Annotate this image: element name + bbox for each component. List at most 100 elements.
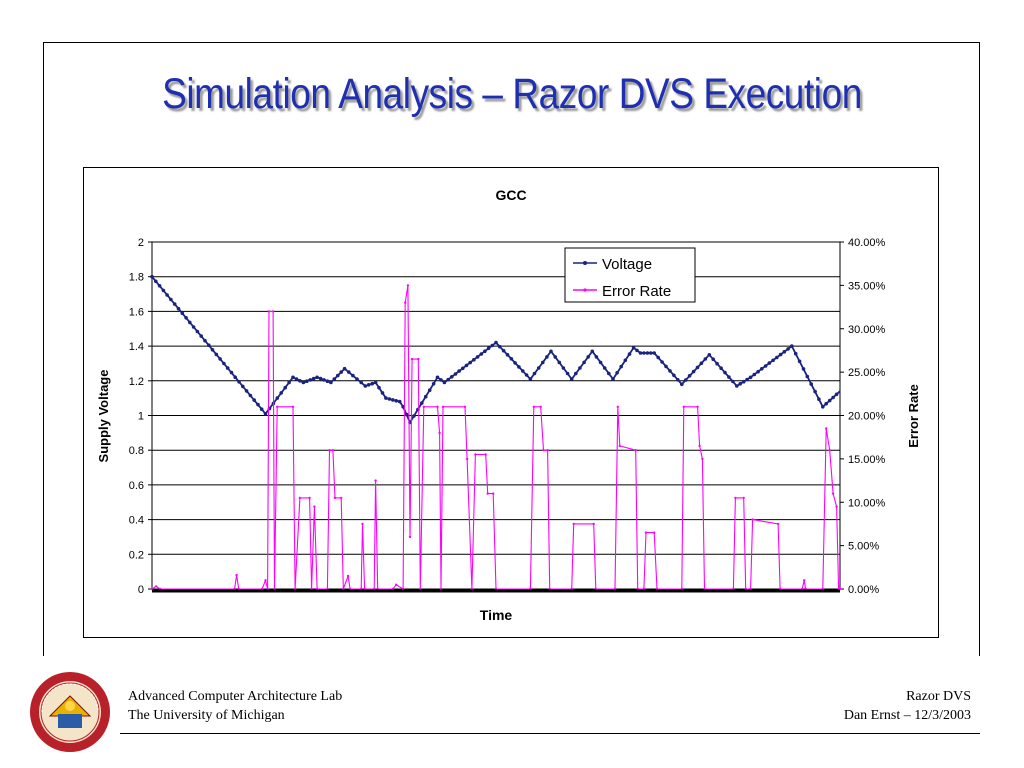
error-rate-marker [441, 405, 445, 408]
voltage-marker [627, 352, 632, 356]
voltage-marker [524, 373, 529, 377]
error-rate-marker [422, 405, 425, 408]
error-rate-marker [682, 405, 685, 408]
error-rate-marker [653, 531, 656, 534]
voltage-marker [748, 375, 753, 380]
voltage-marker [602, 366, 607, 370]
voltage-marker [594, 355, 599, 359]
y2-tick-label: 15.00% [848, 454, 886, 466]
voltage-marker [649, 351, 653, 355]
error-rate-marker [346, 574, 350, 578]
error-rate-marker [154, 585, 158, 588]
voltage-marker [387, 397, 392, 401]
voltage-marker [494, 340, 498, 345]
error-rate-marker [592, 522, 595, 526]
voltage-marker [315, 375, 319, 380]
voltage-marker [490, 343, 495, 348]
voltage-marker [557, 360, 562, 365]
voltage-marker [318, 376, 323, 381]
voltage-marker [431, 382, 436, 386]
voltage-marker [532, 371, 537, 376]
error-rate-marker [742, 496, 745, 500]
voltage-marker [498, 344, 502, 349]
error-rate-marker [831, 492, 835, 495]
voltage-marker [691, 369, 696, 374]
voltage-marker [397, 399, 402, 404]
error-rate-marker [404, 301, 407, 304]
voltage-marker [384, 396, 388, 400]
voltage-marker [680, 382, 684, 387]
voltage-marker [468, 360, 473, 365]
voltage-marker [252, 398, 256, 402]
voltage-marker [638, 351, 643, 355]
y-tick-label: 0 [138, 584, 144, 596]
error-rate-marker [696, 405, 699, 408]
voltage-marker [325, 379, 330, 383]
voltage-marker [169, 297, 173, 302]
error-rate-marker [546, 449, 549, 452]
voltage-marker [483, 349, 487, 353]
voltage-marker [727, 375, 731, 379]
y-axis-label: Supply Voltage [96, 370, 111, 463]
voltage-marker [259, 407, 264, 411]
voltage-marker [660, 360, 664, 364]
voltage-marker [824, 401, 828, 406]
voltage-marker [195, 329, 200, 334]
voltage-marker [373, 380, 378, 385]
error-rate-marker [698, 444, 701, 448]
error-rate-marker [340, 496, 343, 500]
voltage-marker [435, 375, 440, 380]
voltage-marker [191, 325, 196, 329]
error-rate-marker [701, 457, 704, 461]
y-tick-label: 2 [138, 237, 144, 249]
voltage-marker [642, 351, 646, 355]
voltage-marker [664, 364, 668, 369]
voltage-marker [380, 391, 385, 395]
error-rate-marker [644, 531, 648, 534]
voltage-marker [439, 378, 443, 382]
voltage-marker [355, 377, 359, 381]
voltage-marker [817, 397, 821, 401]
voltage-marker [711, 357, 715, 361]
y2-tick-label: 20.00% [848, 411, 886, 423]
error-rate-marker [298, 496, 302, 500]
y-tick-label: 0.2 [129, 549, 144, 561]
voltage-marker [778, 352, 783, 357]
y2-tick-label: 25.00% [848, 367, 886, 379]
voltage-marker [813, 389, 817, 394]
y2-tick-label: 5.00% [848, 541, 879, 553]
voltage-marker [279, 391, 283, 395]
voltage-marker [735, 384, 739, 388]
y2-tick-label: 40.00% [848, 237, 886, 249]
voltage-marker [347, 370, 351, 374]
voltage-marker [180, 311, 185, 316]
error-rate-marker [395, 583, 398, 586]
voltage-marker [291, 375, 295, 380]
footer-right: Razor DVS Dan Ernst – 12/3/2003 [844, 687, 971, 725]
voltage-marker [336, 373, 340, 378]
voltage-marker [752, 372, 757, 377]
voltage-marker [308, 378, 312, 382]
voltage-marker [619, 364, 623, 369]
voltage-marker [745, 377, 749, 382]
gcc-chart: GCC 0 0.2 0.4 0.6 0.8 1 1.2 1.4 1.6 1.8 2 0.00% 5.0… [96, 187, 921, 623]
voltage-marker [528, 377, 533, 381]
voltage-marker [645, 351, 650, 355]
voltage-marker [574, 371, 578, 376]
voltage-marker [446, 377, 450, 382]
voltage-marker [237, 380, 241, 384]
voltage-marker [366, 383, 371, 387]
voltage-marker [565, 371, 570, 376]
voltage-marker [412, 414, 416, 418]
error-rate-marker [465, 457, 469, 461]
error-rate-marker [474, 453, 477, 456]
voltage-marker [188, 320, 192, 325]
voltage-marker [635, 348, 639, 353]
error-rate-marker [264, 579, 267, 582]
series-layer [150, 274, 842, 591]
y2-axis-ticks: 0.00% 5.00% 10.00% 15.00% 20.00% 25.00% 30.00%… [840, 237, 886, 596]
voltage-marker [275, 396, 280, 400]
chart-title: GCC [495, 187, 526, 203]
voltage-marker [287, 380, 291, 385]
error-rate-marker [486, 492, 489, 495]
